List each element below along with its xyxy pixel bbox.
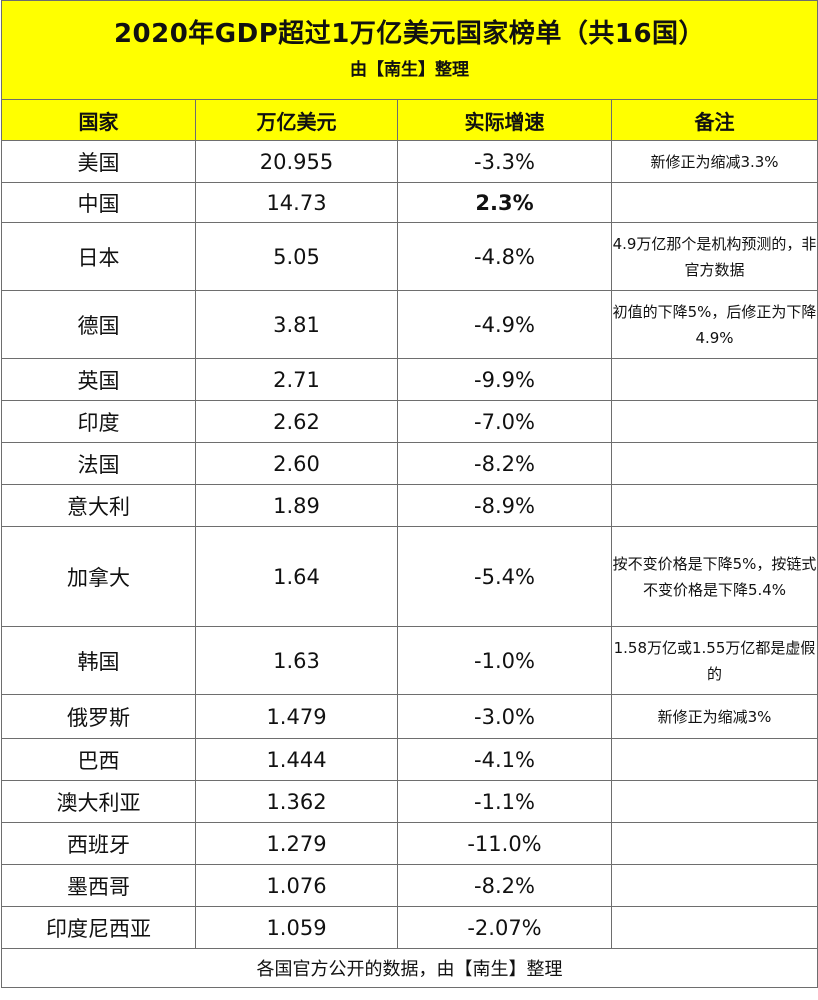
- cell-gdp: 1.444: [195, 738, 398, 781]
- cell-note: [611, 182, 818, 223]
- cell-country: 印度尼西亚: [1, 906, 196, 949]
- cell-note: [611, 906, 818, 949]
- table-row: 英国 2.71 -9.9%: [1, 358, 818, 401]
- table-row: 意大利 1.89 -8.9%: [1, 484, 818, 527]
- table-row: 韩国 1.63 -1.0% 1.58万亿或1.55万亿都是虚假的: [1, 626, 818, 695]
- page-subtitle: 由【南生】整理: [350, 60, 469, 80]
- cell-gdp: 1.279: [195, 822, 398, 865]
- header-gdp: 万亿美元: [195, 99, 398, 141]
- cell-country: 德国: [1, 290, 196, 359]
- cell-growth: -3.0%: [397, 694, 612, 739]
- cell-growth: -4.8%: [397, 222, 612, 291]
- table-row: 中国 14.73 2.3%: [1, 182, 818, 223]
- cell-country: 西班牙: [1, 822, 196, 865]
- cell-note: [611, 442, 818, 485]
- cell-country: 中国: [1, 182, 196, 223]
- cell-gdp: 14.73: [195, 182, 398, 223]
- cell-gdp: 1.89: [195, 484, 398, 527]
- cell-note: 新修正为缩减3.3%: [611, 140, 818, 183]
- cell-country: 日本: [1, 222, 196, 291]
- cell-note: [611, 358, 818, 401]
- cell-gdp: 1.362: [195, 780, 398, 823]
- header-country: 国家: [1, 99, 196, 141]
- cell-note: [611, 864, 818, 907]
- cell-gdp: 1.479: [195, 694, 398, 739]
- cell-growth: -2.07%: [397, 906, 612, 949]
- cell-gdp: 20.955: [195, 140, 398, 183]
- cell-country: 俄罗斯: [1, 694, 196, 739]
- footer-note: 各国官方公开的数据，由【南生】整理: [1, 948, 818, 988]
- cell-country: 法国: [1, 442, 196, 485]
- cell-gdp: 2.71: [195, 358, 398, 401]
- cell-note: [611, 400, 818, 443]
- cell-country: 印度: [1, 400, 196, 443]
- header-growth: 实际增速: [397, 99, 612, 141]
- cell-gdp: 3.81: [195, 290, 398, 359]
- table-title-section: 2020年GDP超过1万亿美元国家榜单（共16国） 由【南生】整理: [1, 0, 818, 100]
- cell-country: 英国: [1, 358, 196, 401]
- cell-country: 加拿大: [1, 526, 196, 627]
- cell-note: 1.58万亿或1.55万亿都是虚假的: [611, 626, 818, 695]
- cell-note: [611, 780, 818, 823]
- cell-growth: -11.0%: [397, 822, 612, 865]
- table-row: 巴西 1.444 -4.1%: [1, 738, 818, 781]
- cell-growth: -5.4%: [397, 526, 612, 627]
- cell-gdp: 1.076: [195, 864, 398, 907]
- cell-gdp: 1.64: [195, 526, 398, 627]
- cell-country: 意大利: [1, 484, 196, 527]
- cell-country: 美国: [1, 140, 196, 183]
- cell-note: 初值的下降5%，后修正为下降4.9%: [611, 290, 818, 359]
- table-row: 西班牙 1.279 -11.0%: [1, 822, 818, 865]
- cell-note: [611, 822, 818, 865]
- cell-growth: -8.9%: [397, 484, 612, 527]
- cell-gdp: 1.059: [195, 906, 398, 949]
- cell-gdp: 5.05: [195, 222, 398, 291]
- cell-growth: 2.3%: [397, 182, 612, 223]
- cell-growth: -8.2%: [397, 864, 612, 907]
- table-row: 澳大利亚 1.362 -1.1%: [1, 780, 818, 823]
- table-row: 俄罗斯 1.479 -3.0% 新修正为缩减3%: [1, 694, 818, 739]
- cell-note: 新修正为缩减3%: [611, 694, 818, 739]
- cell-gdp: 2.62: [195, 400, 398, 443]
- page-title: 2020年GDP超过1万亿美元国家榜单（共16国）: [113, 19, 706, 49]
- cell-growth: -1.1%: [397, 780, 612, 823]
- cell-country: 澳大利亚: [1, 780, 196, 823]
- table-row: 加拿大 1.64 -5.4% 按不变价格是下降5%，按链式不变价格是下降5.4%: [1, 526, 818, 627]
- cell-note: [611, 484, 818, 527]
- cell-note: [611, 738, 818, 781]
- cell-growth: -7.0%: [397, 400, 612, 443]
- title-cell: 2020年GDP超过1万亿美元国家榜单（共16国） 由【南生】整理: [1, 0, 818, 100]
- cell-growth: -3.3%: [397, 140, 612, 183]
- table-row: 墨西哥 1.076 -8.2%: [1, 864, 818, 907]
- header-note: 备注: [611, 99, 818, 141]
- table-row: 印度 2.62 -7.0%: [1, 400, 818, 443]
- cell-growth: -8.2%: [397, 442, 612, 485]
- cell-growth: -9.9%: [397, 358, 612, 401]
- cell-gdp: 2.60: [195, 442, 398, 485]
- table-row: 印度尼西亚 1.059 -2.07%: [1, 906, 818, 949]
- table-row: 法国 2.60 -8.2%: [1, 442, 818, 485]
- cell-growth: -1.0%: [397, 626, 612, 695]
- table-footer-section: 各国官方公开的数据，由【南生】整理: [1, 948, 818, 988]
- table-body: 美国 20.955 -3.3% 新修正为缩减3.3% 中国 14.73 2.3% 日本 5.05…: [1, 140, 818, 949]
- cell-growth: -4.9%: [397, 290, 612, 359]
- column-header-row: 国家 万亿美元 实际增速 备注: [1, 99, 818, 141]
- table-row: 美国 20.955 -3.3% 新修正为缩减3.3%: [1, 140, 818, 183]
- cell-country: 墨西哥: [1, 864, 196, 907]
- cell-gdp: 1.63: [195, 626, 398, 695]
- cell-country: 巴西: [1, 738, 196, 781]
- cell-country: 韩国: [1, 626, 196, 695]
- table-row: 日本 5.05 -4.8% 4.9万亿那个是机构预测的，非官方数据: [1, 222, 818, 291]
- cell-growth: -4.1%: [397, 738, 612, 781]
- cell-note: 4.9万亿那个是机构预测的，非官方数据: [611, 222, 818, 291]
- table-row: 德国 3.81 -4.9% 初值的下降5%，后修正为下降4.9%: [1, 290, 818, 359]
- cell-note: 按不变价格是下降5%，按链式不变价格是下降5.4%: [611, 526, 818, 627]
